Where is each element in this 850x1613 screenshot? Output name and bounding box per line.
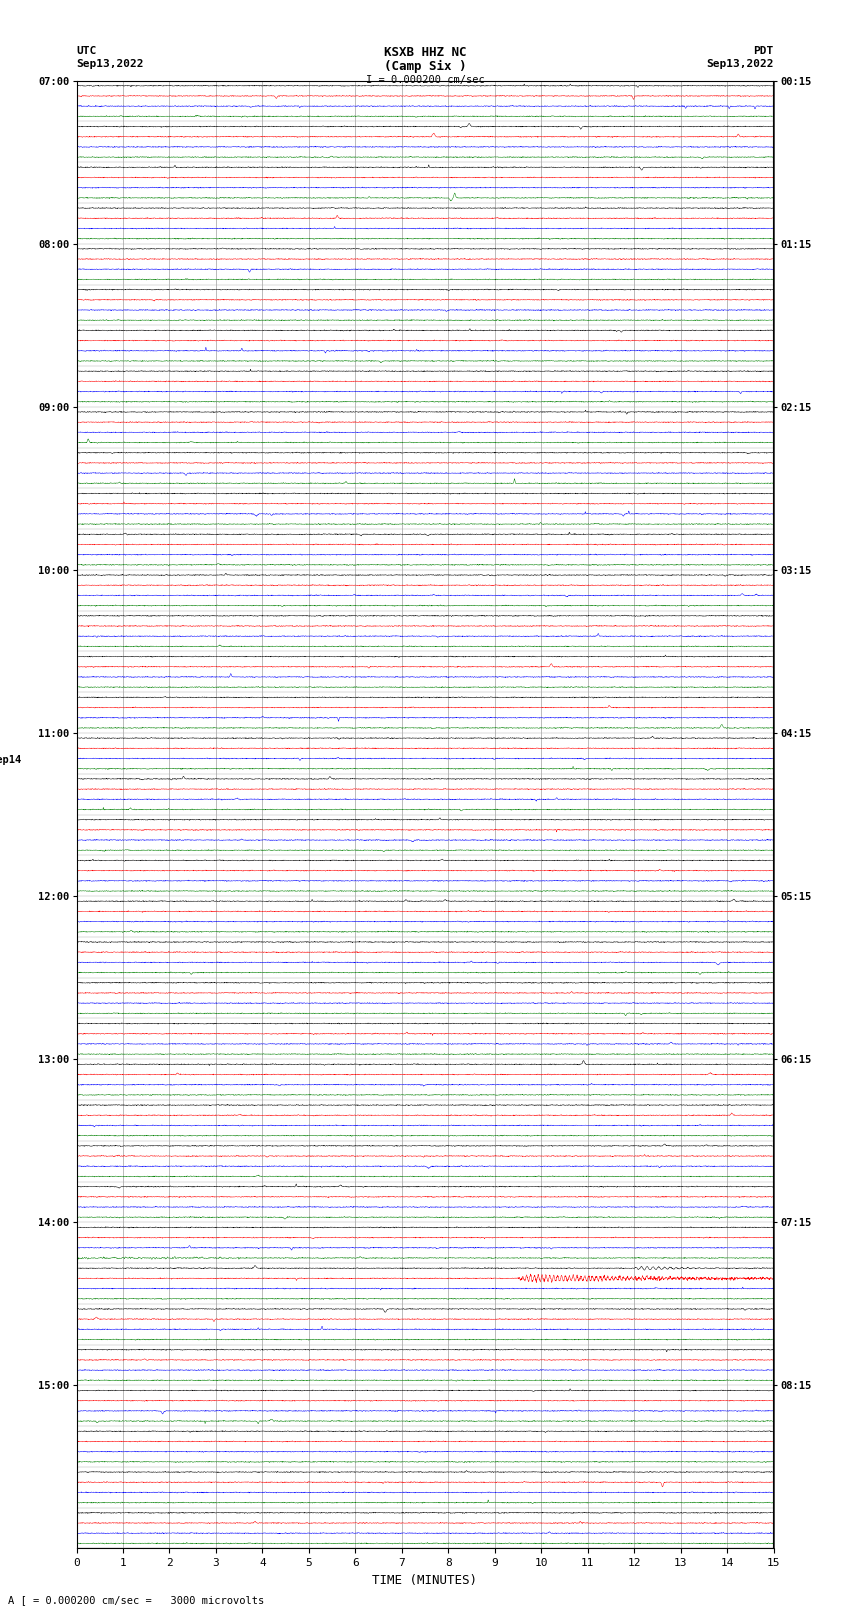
X-axis label: TIME (MINUTES): TIME (MINUTES) xyxy=(372,1574,478,1587)
Text: Sep13,2022: Sep13,2022 xyxy=(76,60,144,69)
Text: I = 0.000200 cm/sec: I = 0.000200 cm/sec xyxy=(366,74,484,84)
Text: PDT: PDT xyxy=(753,47,774,56)
Text: KSXB HHZ NC: KSXB HHZ NC xyxy=(383,45,467,58)
Text: (Camp Six ): (Camp Six ) xyxy=(383,60,467,73)
Text: Sep13,2022: Sep13,2022 xyxy=(706,60,774,69)
Text: A [ = 0.000200 cm/sec =   3000 microvolts: A [ = 0.000200 cm/sec = 3000 microvolts xyxy=(8,1595,264,1605)
Text: Sep14: Sep14 xyxy=(0,755,21,765)
Text: UTC: UTC xyxy=(76,47,97,56)
